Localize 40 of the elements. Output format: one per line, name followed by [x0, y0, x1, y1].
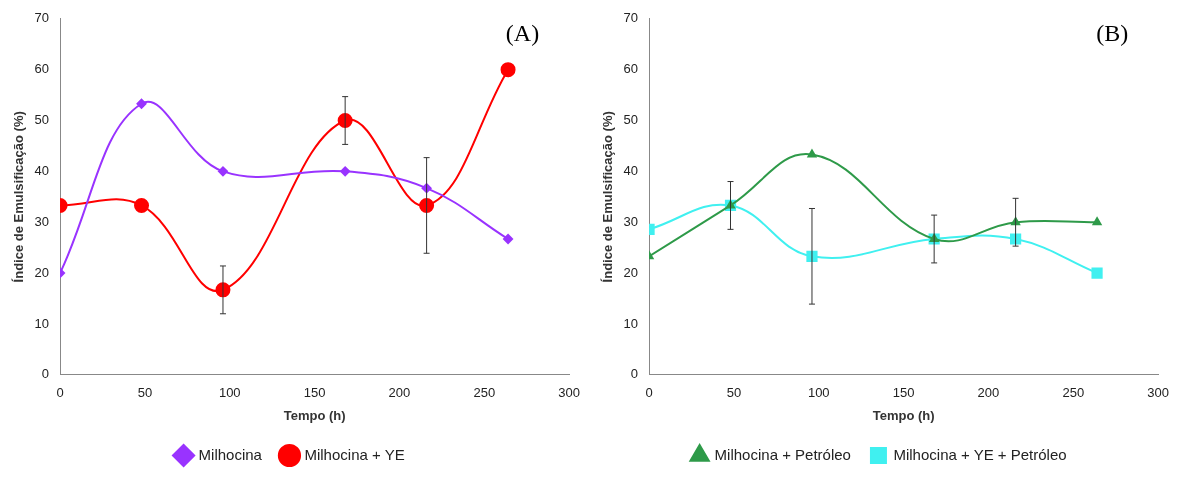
legend-label: Milhocina + Petróleo	[714, 445, 851, 463]
y-tick-label: 30	[34, 213, 50, 229]
y-tick-label: 70	[34, 10, 50, 26]
x-tick-label: 0	[56, 385, 64, 401]
legend-label: Milhocina	[198, 445, 263, 463]
y-tick-label: 70	[623, 10, 639, 26]
x-tick-label: 250	[1062, 385, 1085, 401]
legend-label: Milhocina + YE + Petróleo	[893, 445, 1067, 463]
x-tick-label: 200	[977, 385, 1000, 401]
y-axis-title: Índice de Emulsificação (%)	[11, 111, 27, 283]
x-tick-label: 50	[726, 385, 742, 401]
y-tick-label: 40	[34, 162, 50, 178]
legend-label: Milhocina + YE	[304, 445, 405, 463]
x-tick-label: 300	[558, 385, 581, 401]
x-tick-label: 200	[388, 385, 411, 401]
y-tick-label: 60	[623, 61, 639, 77]
x-tick-label: 300	[1147, 385, 1170, 401]
y-tick-label: 30	[623, 213, 639, 229]
y-tick-label: 40	[623, 162, 639, 178]
x-axis-title: Tempo (h)	[283, 407, 346, 423]
y-tick-label: 10	[623, 315, 639, 331]
x-tick-label: 150	[303, 385, 326, 401]
x-tick-label: 0	[645, 385, 653, 401]
x-tick-label: 100	[218, 385, 241, 401]
annotation: (A)	[505, 20, 540, 47]
x-tick-label: 150	[892, 385, 915, 401]
y-tick-label: 50	[623, 112, 639, 128]
y-tick-label: 0	[41, 366, 50, 382]
y-tick-label: 60	[34, 61, 50, 77]
y-axis-title: Índice de Emulsificação (%)	[600, 111, 616, 283]
y-tick-label: 10	[34, 315, 50, 331]
x-axis-title: Tempo (h)	[872, 407, 935, 423]
y-tick-label: 20	[34, 264, 50, 280]
x-tick-label: 50	[137, 385, 153, 401]
x-tick-label: 250	[473, 385, 496, 401]
annotation: (B)	[1096, 20, 1129, 47]
y-tick-label: 20	[623, 264, 639, 280]
x-tick-label: 100	[807, 385, 830, 401]
y-tick-label: 50	[34, 112, 50, 128]
y-tick-label: 0	[630, 366, 639, 382]
